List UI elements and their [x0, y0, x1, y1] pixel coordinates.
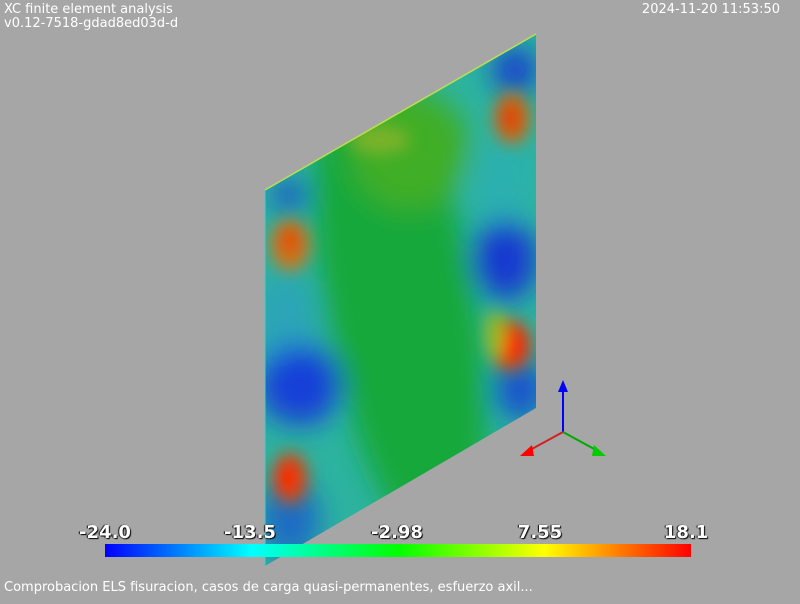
z-axis-arrow-icon	[558, 380, 568, 392]
axes-triad	[520, 380, 606, 456]
colorbar-tick-label: 18.1	[663, 522, 709, 543]
shell-plate-contour[interactable]	[255, 31, 545, 569]
plot-caption: Comprobacion ELS fisuracion, casos de ca…	[4, 580, 533, 595]
plate-top-edge	[264, 33, 537, 191]
version-label: v0.12-7518-gdad8ed03d-d	[4, 16, 179, 31]
timestamp: 2024-11-20 11:53:50	[641, 2, 780, 17]
x-axis	[529, 431, 564, 451]
y-axis	[562, 431, 597, 451]
app-title: XC finite element analysis	[4, 2, 173, 17]
y-axis-arrow-icon	[592, 445, 606, 456]
x-axis-arrow-icon	[520, 445, 534, 456]
colorbar-tick-label: -13.5	[224, 522, 276, 543]
color-scale-bar	[105, 544, 691, 557]
color-scale-gradient	[105, 544, 691, 557]
colorbar-tick-label: 7.55	[517, 522, 563, 543]
colorbar-tick-label: -2.98	[371, 522, 423, 543]
colorbar-tick-label: -24.0	[79, 522, 131, 543]
